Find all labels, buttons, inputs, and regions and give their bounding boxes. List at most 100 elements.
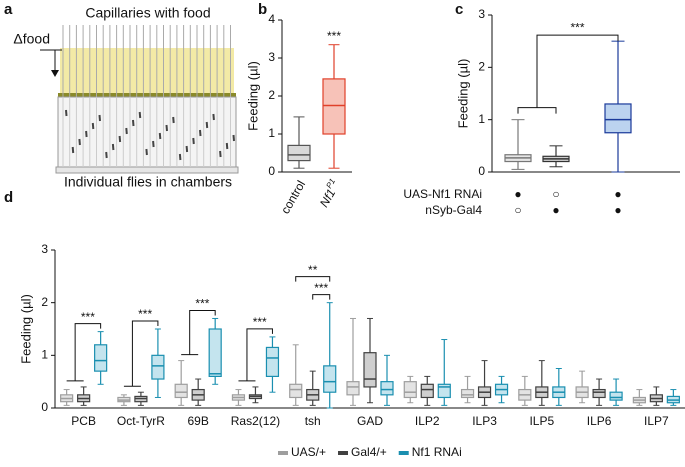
fly [192,137,195,145]
bracket [66,323,102,382]
significance: *** [327,29,341,43]
x-tick-label: GAD [357,414,383,428]
fly [98,114,101,122]
fly [132,119,135,127]
fly [71,146,75,154]
y-tick-label: 1 [41,348,48,362]
category-name: control [278,178,308,216]
significance: *** [253,315,267,329]
food-bar [58,93,236,97]
box [151,354,165,380]
fly [199,129,202,137]
y-axis-label: Feeding (µl) [18,294,33,364]
box [363,352,377,388]
genotype-mark: ● [552,203,559,217]
fly [185,145,189,153]
y-tick-label: 3 [478,7,485,21]
x-tick-label: Ras2(12) [231,414,280,428]
y-tick-label: 2 [41,295,48,309]
fly [172,116,175,124]
genotype-label: UAS-Nf1 RNAi [403,187,482,201]
x-tick-label: 69B [188,414,209,428]
box [94,344,108,372]
fly [158,132,162,140]
y-tick-label: 0 [268,164,275,178]
fly [219,150,222,158]
legend-label: UAS/+ [291,445,326,459]
panel-label: d [4,189,13,206]
fly [105,151,108,159]
y-tick-label: 3 [41,242,48,256]
genotype-mark: ● [614,187,621,201]
bracket [295,276,331,282]
fly [138,111,142,119]
box [289,383,303,399]
bracket [517,34,619,114]
genotype-mark: ● [514,187,521,201]
y-tick-label: 4 [268,12,275,26]
arrow-head [51,70,59,77]
box [609,391,623,401]
bracket [123,320,159,387]
box [323,365,337,393]
box [265,346,280,377]
y-tick-label: 1 [268,126,275,140]
fly [85,130,88,138]
fly [65,109,68,117]
fly [178,153,182,161]
x-tick-label: tsh [305,414,321,428]
panel-label: b [258,1,267,18]
box [208,328,222,378]
y-tick-label: 0 [478,164,485,178]
box [604,103,632,134]
significance: ** [308,263,318,277]
significance: *** [570,20,584,34]
panel-label: c [455,1,463,18]
box [322,78,346,135]
bracket [181,309,216,356]
fly [152,140,155,148]
x-tick-label: ILP7 [644,414,669,428]
x-tick-label: Oct-TyrR [117,414,165,428]
base [55,166,239,174]
fly [165,124,168,132]
box [592,388,606,399]
fly [145,148,148,156]
fly [232,134,235,142]
bracket [312,294,331,300]
panel-label: a [4,1,13,18]
y-tick-label: 0 [41,400,48,414]
box [403,381,417,399]
food [60,48,234,95]
fly [125,127,128,135]
x-tick-label: control [278,178,308,216]
x-tick-label: ILP2 [415,414,440,428]
significance: *** [314,281,328,295]
x-tick-label: ILP6 [587,414,612,428]
significance: *** [138,307,152,321]
fly [212,113,215,121]
significance: *** [195,297,209,311]
fly [118,135,122,143]
x-tick-label: ILP3 [472,414,497,428]
fly [111,143,115,151]
diagram-caption: Individual flies in chambers [64,174,232,190]
box [380,381,394,396]
y-axis-label: Feeding (µl) [455,59,470,129]
genotype-mark: ● [614,203,621,217]
y-tick-label: 2 [268,88,275,102]
genotype-mark: ○ [514,203,521,217]
box [420,383,434,399]
bracket [238,328,273,382]
x-tick-label: PCB [71,414,96,428]
y-tick-label: 1 [478,112,485,126]
category-name: Nf1 [317,187,338,210]
chambers [57,96,237,168]
significance: *** [81,310,95,324]
x-tick-label: ILP5 [529,414,554,428]
genotype-mark: ○ [552,187,559,201]
fly [205,121,209,129]
diagram-title: Capillaries with food [85,5,210,21]
x-tick-label: Nf1P1 [315,177,343,210]
